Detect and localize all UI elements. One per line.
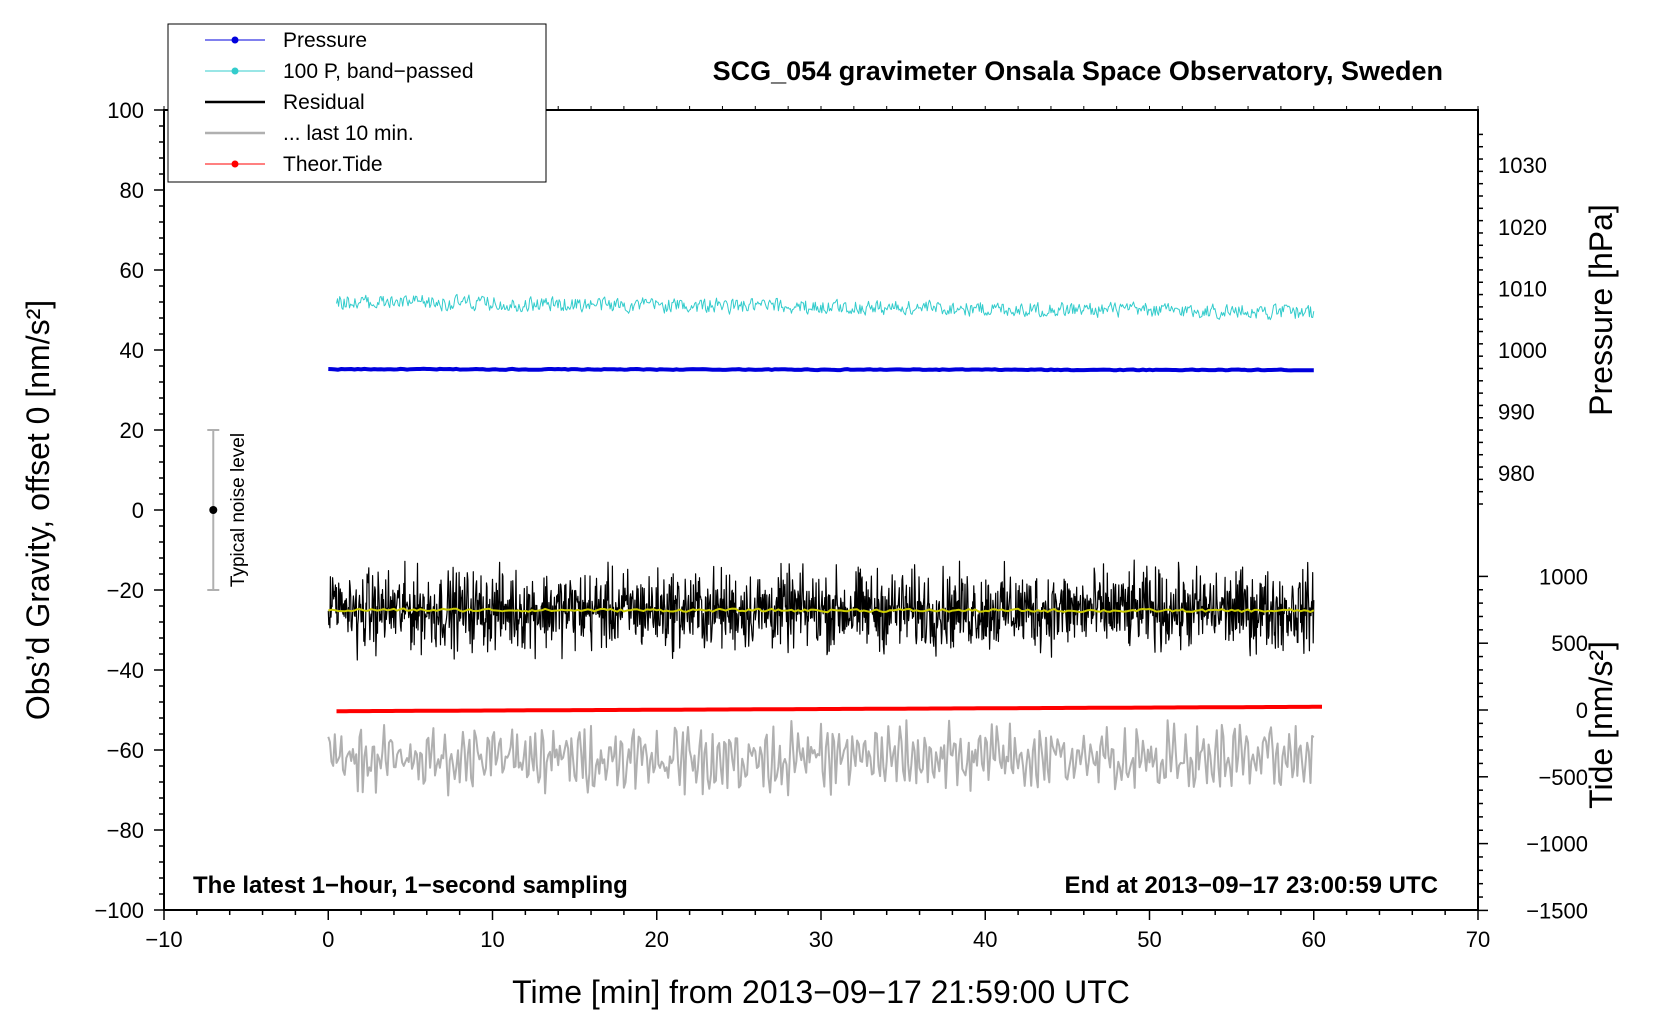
pressure-tick-label: 1000 <box>1498 338 1547 363</box>
y-tick-label: −100 <box>94 898 144 923</box>
y-tick-label: 40 <box>120 338 144 363</box>
sampling-annotation: The latest 1−hour, 1−second sampling <box>193 872 628 899</box>
x-tick-label: 10 <box>480 927 504 952</box>
legend-label: ... last 10 min. <box>283 122 414 145</box>
legend-label: 100 P, band−passed <box>283 60 474 83</box>
series-line-5 <box>336 704 1322 714</box>
legend-label: Pressure <box>283 29 367 52</box>
legend-label: Theor.Tide <box>283 153 383 176</box>
series-lines <box>327 293 1322 797</box>
series-line-4 <box>327 719 1315 797</box>
legend: Pressure 100 P, band−passed Residual ... la… <box>167 23 547 183</box>
y-tick-label: −20 <box>107 578 144 603</box>
y-tick-label: −60 <box>107 738 144 763</box>
x-tick-label: 30 <box>809 927 833 952</box>
chart-title: SCG_054 gravimeter Onsala Space Observat… <box>713 56 1443 86</box>
pressure-tick-label: 1030 <box>1498 153 1547 178</box>
x-tick-label: 40 <box>973 927 997 952</box>
y-axis-title-pressure: Pressure [hPa] <box>1583 204 1619 416</box>
end-time-annotation: End at 2013−09−17 23:00:59 UTC <box>1064 872 1438 899</box>
y-tick-label: −40 <box>107 658 144 683</box>
x-tick-label: 0 <box>322 927 334 952</box>
y-tick-label: 80 <box>120 178 144 203</box>
legend-marker <box>231 36 239 44</box>
y-axis-title-tide: Tide [nm/s²] <box>1583 641 1619 809</box>
tide-tick-label: −1500 <box>1526 898 1588 923</box>
tide-tick-label: −500 <box>1538 765 1588 790</box>
plot-frame <box>163 109 1479 911</box>
tide-tick-label: 0 <box>1576 698 1588 723</box>
x-tick-label: 70 <box>1466 927 1490 952</box>
y-tick-label: 100 <box>107 98 144 123</box>
series-line-0 <box>328 366 1314 373</box>
legend-marker <box>231 160 239 168</box>
x-tick-label: −10 <box>145 927 182 952</box>
legend-label: Residual <box>283 91 365 114</box>
y-axis-title-left: Obs’d Gravity, offset 0 [nm/s²] <box>20 300 56 720</box>
y-tick-label: 0 <box>132 498 144 523</box>
legend-marker <box>231 67 239 75</box>
noise-level-indicator: Typical noise level <box>207 429 249 591</box>
y-tick-label: 20 <box>120 418 144 443</box>
series-line-1 <box>336 293 1315 321</box>
y-tick-label: 60 <box>120 258 144 283</box>
y-tick-label: −80 <box>107 818 144 843</box>
tide-tick-label: −1000 <box>1526 832 1588 857</box>
pressure-tick-label: 1010 <box>1498 276 1547 301</box>
tide-tick-label: 500 <box>1551 631 1588 656</box>
pressure-tick-label: 990 <box>1498 400 1535 425</box>
x-axis-title: Time [min] from 2013−09−17 21:59:00 UTC <box>512 974 1130 1010</box>
noise-level-label: Typical noise level <box>228 433 249 587</box>
x-tick-label: 20 <box>645 927 669 952</box>
axes-ticks: −10 0 10 20 30 40 50 60 70−100−80−60−40−20020406… <box>94 98 1588 952</box>
tide-tick-label: 1000 <box>1539 564 1588 589</box>
pressure-tick-label: 1020 <box>1498 215 1547 240</box>
series-line-2 <box>327 559 1315 661</box>
noise-bar-center <box>209 506 218 514</box>
series-line-3 <box>328 607 1315 614</box>
pressure-tick-label: 980 <box>1498 461 1535 486</box>
x-tick-label: 50 <box>1137 927 1161 952</box>
x-tick-label: 60 <box>1302 927 1326 952</box>
